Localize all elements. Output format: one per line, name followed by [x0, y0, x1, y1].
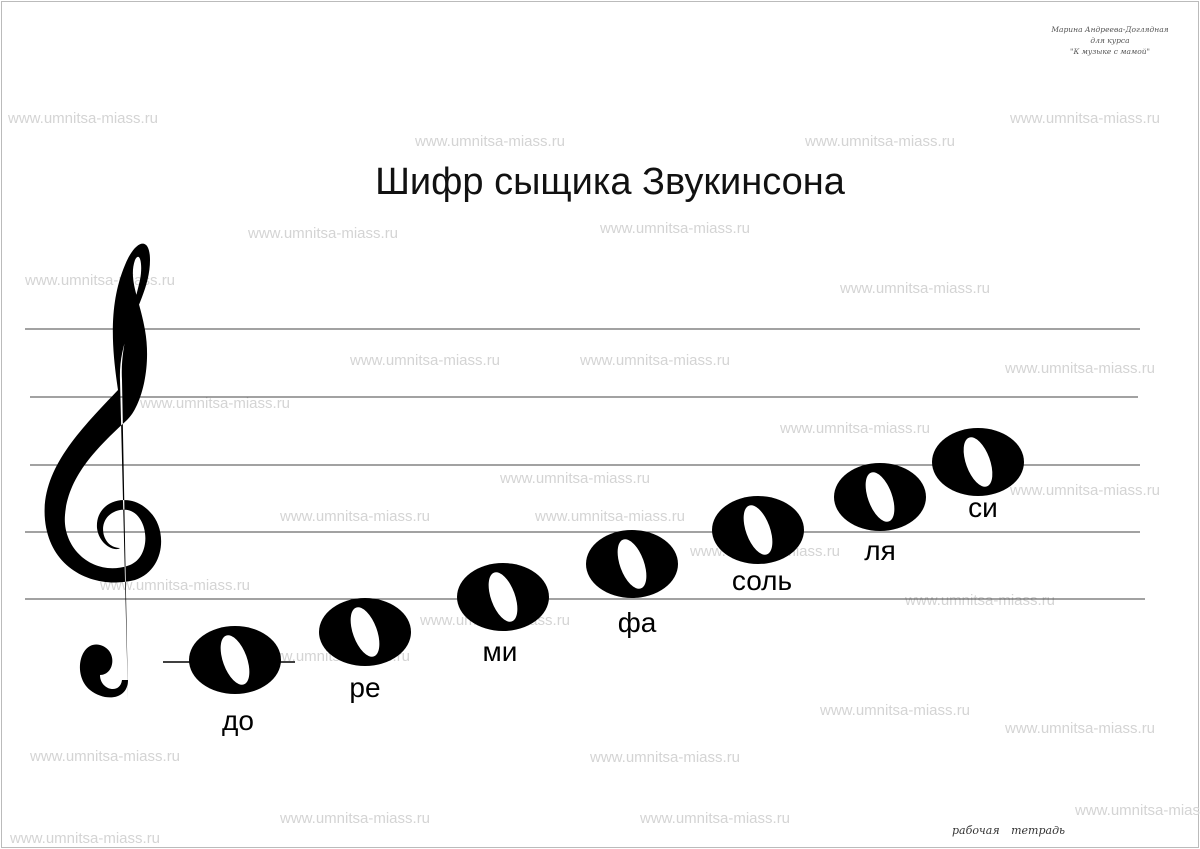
note-label: соль: [731, 565, 793, 596]
whole-note-0: [189, 626, 281, 694]
watermark-text: www.umnitsa-miass.ru: [25, 272, 176, 289]
whole-note-5: [834, 463, 926, 531]
watermark-text: www.umnitsa-miass.ru: [600, 220, 751, 237]
watermark-text: www.umnitsa-miass.ru: [580, 352, 731, 369]
watermark-text: www.umnitsa-miass.ru: [1075, 802, 1200, 819]
note-label: фа: [617, 607, 657, 638]
note-label: ми: [482, 636, 518, 667]
watermark-text: www.umnitsa-miass.ru: [100, 577, 251, 594]
author-course-name: "К музыке с мамой": [1070, 47, 1150, 56]
watermark-text: www.umnitsa-miass.ru: [840, 280, 991, 297]
watermark-text: www.umnitsa-miass.ru: [30, 748, 181, 765]
watermark-text: www.umnitsa-miass.ru: [1005, 360, 1156, 377]
whole-note-4: [712, 496, 804, 564]
watermark-text: www.umnitsa-miass.ru: [140, 395, 291, 412]
note-label: до: [222, 705, 254, 736]
watermark-text: www.umnitsa-miass.ru: [905, 592, 1056, 609]
author-course-prefix: для курса: [1090, 36, 1130, 45]
watermark-text: www.umnitsa-miass.ru: [280, 810, 431, 827]
note-label: ля: [864, 535, 896, 566]
watermark-text: www.umnitsa-miass.ru: [350, 352, 501, 369]
watermark-text: www.umnitsa-miass.ru: [8, 110, 159, 127]
page-title: Шифр сыщика Звукинсона: [375, 161, 845, 203]
watermark-text: www.umnitsa-miass.ru: [1005, 720, 1156, 737]
watermark-text: www.umnitsa-miass.ru: [780, 420, 931, 437]
author-credit: Марина Андреева-Доглядная для курса "К м…: [1030, 24, 1190, 57]
whole-note-6: [932, 428, 1024, 496]
watermark-text: www.umnitsa-miass.ru: [1010, 110, 1161, 127]
watermark-text: www.umnitsa-miass.ru: [820, 702, 971, 719]
watermark-text: www.umnitsa-miass.ru: [590, 749, 741, 766]
note-label: ре: [349, 672, 381, 703]
author-name: Марина Андреева-Доглядная: [1051, 25, 1169, 34]
watermark-text: www.umnitsa-miass.ru: [640, 810, 791, 827]
footer-text: рабочая тетрадь: [952, 824, 1066, 837]
watermark-text: www.umnitsa-miass.ru: [248, 225, 399, 242]
notes-group: [189, 428, 1024, 694]
watermark-text: www.umnitsa-miass.ru: [1010, 482, 1161, 499]
treble-clef-icon: [44, 243, 162, 701]
watermark-text: www.umnitsa-miass.ru: [10, 830, 161, 847]
watermark-text: www.umnitsa-miass.ru: [500, 470, 651, 487]
note-label: си: [968, 492, 998, 523]
watermark-text: www.umnitsa-miass.ru: [280, 508, 431, 525]
watermark-text: www.umnitsa-miass.ru: [415, 133, 566, 150]
watermark-text: www.umnitsa-miass.ru: [535, 508, 686, 525]
watermark-text: www.umnitsa-miass.ru: [805, 133, 956, 150]
whole-note-3: [586, 530, 678, 598]
whole-note-1: [319, 598, 411, 666]
whole-note-2: [457, 563, 549, 631]
